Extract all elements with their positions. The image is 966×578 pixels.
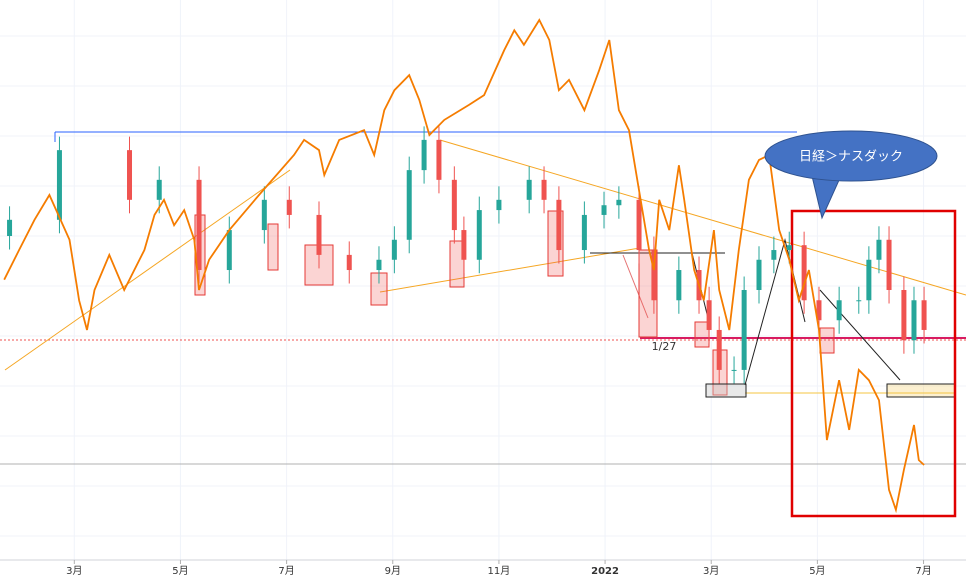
candle-body — [836, 300, 842, 321]
candle-body — [581, 214, 587, 251]
line-series — [3, 18, 925, 514]
candle-body — [556, 199, 562, 251]
candle-body — [771, 250, 777, 260]
candle-body — [286, 199, 292, 215]
candle-body — [376, 259, 382, 271]
x-tick-label: 11月 — [488, 565, 511, 577]
candle-body — [706, 300, 712, 330]
candle-body — [541, 179, 547, 200]
candle-body — [801, 245, 807, 301]
x-tick-label: 2022 — [591, 566, 619, 577]
highlight-boxes — [194, 210, 835, 396]
candle-body — [616, 199, 622, 206]
candle-body — [436, 139, 442, 180]
x-tick-label: 3月 — [66, 565, 82, 577]
candle-body — [226, 230, 232, 271]
candle-body — [716, 329, 722, 370]
trend-line — [439, 139, 966, 296]
annotation: 1/27 — [652, 340, 677, 353]
candle-body — [676, 270, 682, 301]
x-tick-label: 7月 — [915, 565, 931, 577]
candle-body — [601, 205, 607, 215]
candle-body — [756, 259, 762, 290]
candle-body — [156, 179, 162, 200]
candle-body — [421, 139, 427, 171]
x-tick-label: 3月 — [703, 565, 719, 577]
candle-body — [196, 179, 202, 271]
candle-body — [451, 179, 457, 231]
candle-body — [316, 214, 322, 255]
arrow — [819, 289, 901, 381]
drawings — [0, 131, 966, 518]
trend-line — [379, 247, 641, 293]
candle-body — [346, 254, 352, 271]
candle-body — [406, 170, 412, 240]
candle-body — [56, 150, 62, 220]
candle-body — [856, 300, 862, 302]
arrow — [744, 238, 806, 386]
candle-body — [911, 300, 917, 341]
candle-body — [636, 199, 642, 251]
candle-body — [876, 239, 882, 260]
candle-body — [391, 239, 397, 260]
zone-box — [705, 383, 747, 398]
callout-text: 日経＞ナスダック — [799, 150, 903, 165]
candle-body — [741, 290, 747, 370]
grid — [0, 35, 966, 537]
trend-line — [4, 169, 291, 371]
candle-body — [731, 369, 737, 371]
candle-body — [921, 300, 927, 330]
candle-body — [261, 199, 267, 231]
focus-box — [790, 209, 957, 518]
x-tick-label: 5月 — [172, 565, 188, 577]
candle-body — [127, 150, 133, 200]
x-tick-label: 5月 — [809, 565, 825, 577]
candle-body — [816, 300, 822, 321]
candle-body — [496, 199, 502, 211]
candle-body — [651, 250, 657, 301]
candle-body — [866, 259, 872, 301]
candle-body — [526, 179, 532, 200]
x-tick-label: 7月 — [278, 565, 294, 577]
arrow — [622, 254, 649, 319]
candle-body — [786, 245, 792, 251]
x-tick-label: 9月 — [385, 565, 401, 577]
zone-box — [886, 383, 956, 398]
candle-body — [461, 230, 467, 260]
candle-body — [7, 219, 13, 236]
candle-body — [886, 239, 892, 290]
candle-body — [901, 290, 907, 341]
callout: 日経＞ナスダック — [764, 130, 938, 220]
candle-body — [476, 210, 482, 260]
